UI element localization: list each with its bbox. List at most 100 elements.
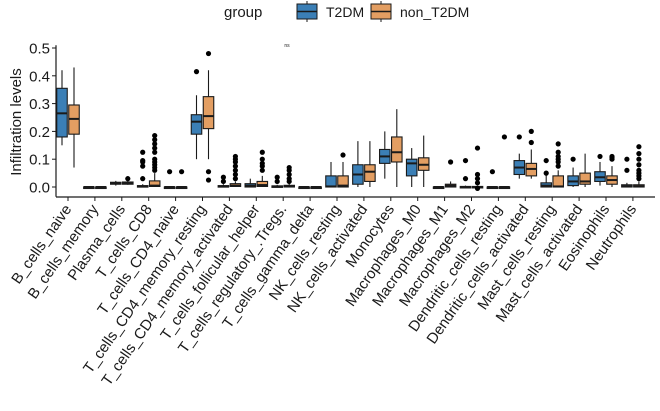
box-nk-cells-activated [352,141,364,187]
box-plasma-cells [110,180,122,186]
box [256,180,269,187]
box-dendritic-cells-resting [486,169,499,190]
outlier-point [220,174,226,180]
outlier-point [125,176,131,182]
box-t-cells-cd4-naive [175,169,188,190]
outlier-point [555,149,561,155]
outlier-point [167,169,173,175]
outlier-point [474,145,481,151]
y-axis-title: Infiltration levels [8,68,25,176]
outlier-point [205,50,212,57]
box-t-cells-follicular-helper [244,178,257,188]
outlier-point [140,176,146,182]
outlier-point [232,167,238,173]
outlier-point [193,69,200,75]
box [325,175,337,188]
outlier-point [140,157,146,164]
outlier-point [232,153,238,160]
outlier-point [555,153,561,160]
box-macrophages-m2 [471,145,484,191]
outlier-point [570,156,576,162]
outlier-point [140,163,146,169]
outlier-point [179,169,185,175]
outlier-point [555,141,561,147]
box-nk-cells-resting [325,161,337,188]
outlier-point [205,169,212,175]
y-tick-label: 0.5 [29,41,50,58]
box-t-cells-cd4-memory-resting [202,50,215,183]
legend-entry-non-t2dm: non_T2DM [370,1,469,22]
box-b-cells-memory [95,186,107,190]
box [337,175,349,188]
outlier-point [501,134,507,140]
outlier-point [543,170,549,176]
box [202,96,215,130]
box-dendritic-cells-resting [498,134,511,190]
y-tick-label: 0.0 [29,180,50,197]
outlier-point [232,171,238,178]
outlier-point [636,167,642,173]
outlier-point [448,159,454,165]
outlier-point [624,156,630,162]
box-plasma-cells [122,176,134,185]
box-dendritic-cells-activated [513,134,526,179]
y-axis: 0.0 0.1 0.2 0.3 0.4 0.5 [29,41,57,197]
legend-title: group [224,4,262,21]
outlier-point [636,156,642,162]
outlier-point [609,153,615,160]
outlier-point [259,160,265,166]
box [364,164,376,182]
box-t-cells-regulatory-tregs- [283,164,296,188]
box-neutrophils [633,144,645,188]
y-tick-label: 0.3 [29,96,50,113]
outlier-point [152,141,158,147]
outlier-point [152,149,158,155]
outlier-point [489,169,495,175]
outlier-point [597,153,603,160]
box-t-cells-cd8 [148,132,161,187]
legend-label-non-t2dm: non_T2DM [400,4,469,20]
box-nk-cells-activated [364,141,376,187]
box-b-cells-naive [68,67,80,168]
box-macrophages-m0 [405,148,418,187]
outlier-point [624,167,630,173]
box-eosinophils [594,153,606,186]
outlier-point [152,156,158,162]
outlier-point [274,174,280,180]
outlier-point [555,163,561,169]
outlier-point [340,152,346,158]
outlier-point [140,149,146,155]
outlier-point [286,164,292,171]
outlier-point [152,132,158,139]
outlier-point [259,167,265,173]
box-mast-cells-resting [552,141,565,188]
legend-label-t2dm: T2DM [326,4,364,20]
box-t-cells-cd4-memory-resting [190,69,203,160]
box-b-cells-memory [83,186,95,190]
box-nk-cells-resting [337,152,349,188]
box-monocytes [390,109,403,187]
box-t-cells-cd4-memory-activated [217,174,230,188]
box [390,136,403,163]
outlier-point [286,176,292,182]
plot-area [56,50,645,191]
outlier-point [232,176,238,182]
outlier-point [462,176,469,182]
outlier-point [528,128,534,134]
box-eosinophils [606,153,618,187]
y-tick-label: 0.4 [29,68,50,85]
outlier-point [220,178,226,185]
outlier-point [474,176,481,182]
box-macrophages-m1 [444,159,457,188]
box-neutrophils [621,156,633,188]
box [405,158,418,177]
outlier-point [232,163,238,169]
box-t-cells-follicular-helper [256,149,269,187]
outlier-point [474,180,481,186]
box-t-cells-cd4-naive [163,169,176,190]
y-tick-label: 0.2 [29,124,50,141]
outlier-point [528,139,534,146]
box [190,114,203,135]
outlier-point [286,171,292,178]
outlier-point [259,149,265,155]
